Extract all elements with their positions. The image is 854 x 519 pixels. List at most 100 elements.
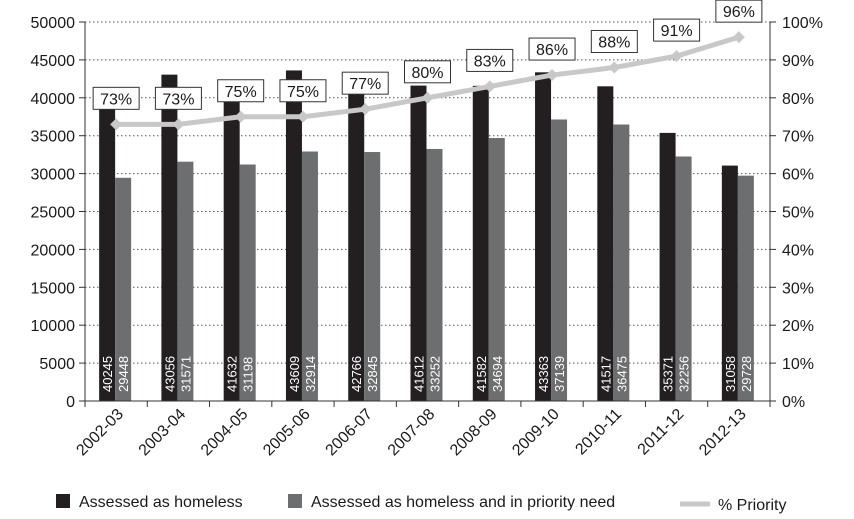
bar-homeless: [223, 85, 240, 401]
x-tick-label: 2010-11: [572, 406, 625, 459]
bar-label-homeless: 41632: [225, 356, 240, 392]
left-tick-label: 10000: [31, 318, 76, 335]
legend-label-priority-line: % Priority: [718, 497, 786, 514]
priority-label: 75%: [287, 84, 319, 101]
priority-label: 86%: [536, 42, 568, 59]
bar-homeless: [410, 85, 427, 401]
bar-label-homeless: 43609: [287, 356, 302, 392]
priority-label-box: [715, 0, 763, 23]
x-tick-label: 2006-07: [323, 406, 377, 460]
legend-label-homeless: Assessed as homeless: [79, 494, 243, 511]
priority-label-box: [590, 29, 638, 53]
priority-label-box: [154, 86, 202, 110]
priority-point: [234, 110, 247, 123]
bar-label-priority-need: 32845: [365, 356, 380, 392]
priority-point: [483, 80, 496, 93]
priority-point: [296, 110, 309, 123]
bar-label-homeless: 43056: [162, 356, 177, 392]
right-tick-label: 50%: [782, 205, 814, 222]
left-tick-label: 50000: [31, 15, 76, 32]
left-tick-label: 15000: [31, 280, 76, 297]
priority-point: [421, 91, 434, 104]
left-tick-label: 45000: [31, 53, 76, 70]
bar-priority-need: [613, 124, 630, 401]
bar-label-homeless: 43363: [536, 356, 551, 392]
priority-label-box: [341, 71, 389, 95]
bar-homeless: [99, 95, 116, 401]
priority-label-box: [404, 60, 451, 84]
priority-point: [670, 50, 683, 63]
legend-swatch-homeless: [56, 494, 70, 508]
bar-priority-need: [426, 148, 443, 401]
priority-label: 75%: [225, 84, 257, 101]
x-tick-label: 2009-10: [509, 406, 563, 460]
x-tick-label: 2008-09: [447, 406, 501, 460]
priority-label: 91%: [661, 23, 693, 40]
priority-label-box: [466, 48, 514, 72]
left-tick-label: 20000: [31, 242, 76, 259]
bar-homeless: [472, 85, 489, 401]
bar-label-priority-need: 29448: [116, 356, 131, 392]
priority-point: [546, 69, 559, 82]
bar-homeless: [721, 165, 738, 401]
bar-label-homeless: 40245: [100, 356, 115, 392]
bar-priority-need: [177, 161, 194, 401]
right-tick-label: 70%: [782, 129, 814, 146]
legend-label-priority-need: Assessed as homeless and in priority nee…: [311, 494, 615, 511]
bar-priority-need: [737, 175, 754, 401]
bar-label-homeless: 41582: [474, 356, 489, 392]
priority-label: 73%: [162, 91, 194, 108]
right-tick-label: 10%: [782, 356, 814, 373]
priority-label-box: [528, 37, 576, 61]
bars: 40245 29448 43056 31571 41632 31198 43609 32914…: [99, 70, 754, 402]
priority-point: [110, 118, 123, 131]
bar-label-homeless: 42766: [349, 356, 364, 392]
left-tick-label: 35000: [31, 129, 76, 146]
left-tick-label: 0: [66, 394, 75, 411]
bar-label-priority-need: 31198: [241, 357, 256, 392]
bar-priority-need: [115, 177, 132, 401]
bar-homeless: [285, 70, 302, 401]
right-tick-label: 90%: [782, 53, 814, 70]
left-tick-label: 30000: [31, 167, 76, 184]
bar-label-homeless: 41612: [412, 356, 427, 392]
right-tick-label: 80%: [782, 91, 814, 108]
bar-label-homeless: 31058: [723, 356, 738, 392]
left-tick-label: 40000: [31, 91, 76, 108]
priority-label-box: [92, 86, 140, 110]
bar-label-priority-need: 32914: [303, 356, 318, 392]
priority-point: [608, 61, 621, 74]
bar-priority-need: [301, 151, 318, 401]
priority-label-box: [217, 79, 265, 103]
priority-point: [359, 103, 372, 116]
right-axis-ticks: 0% 10% 20% 30% 40% 50% 60% 70% 80% 90% 100%: [769, 15, 823, 411]
x-tick-label: 2002-03: [73, 406, 127, 460]
right-tick-label: 40%: [782, 242, 814, 259]
x-tick-label: 2005-06: [260, 406, 314, 460]
left-tick-label: 25000: [31, 205, 76, 222]
bar-label-priority-need: 37139: [552, 356, 567, 392]
bar-label-priority-need: 36475: [614, 356, 629, 392]
bar-homeless: [535, 72, 552, 401]
right-tick-label: 100%: [782, 15, 823, 32]
right-tick-label: 60%: [782, 167, 814, 184]
bar-homeless: [348, 76, 365, 402]
bar-label-priority-need: 31571: [178, 356, 193, 392]
bar-priority-need: [364, 152, 381, 401]
left-tick-label: 5000: [39, 356, 75, 373]
bar-homeless: [161, 74, 178, 401]
priority-label-box: [653, 18, 701, 42]
right-tick-label: 30%: [782, 280, 814, 297]
priority-label: 83%: [474, 53, 506, 70]
bar-label-homeless: 35371: [661, 356, 676, 392]
bar-label-priority-need: 34694: [490, 356, 505, 392]
legend-swatch-priority-need: [288, 494, 302, 508]
bar-homeless: [659, 132, 676, 401]
bar-label-priority-need: 32256: [677, 356, 692, 392]
right-tick-label: 20%: [782, 318, 814, 335]
bar-priority-need: [488, 138, 505, 402]
bar-label-priority-need: 29728: [739, 356, 754, 392]
right-tick-label: 0%: [782, 394, 805, 411]
x-axis: 2002-03 2003-04 2004-05 2005-06 2006-07 2007-…: [73, 400, 771, 460]
bar-priority-need: [551, 119, 568, 401]
